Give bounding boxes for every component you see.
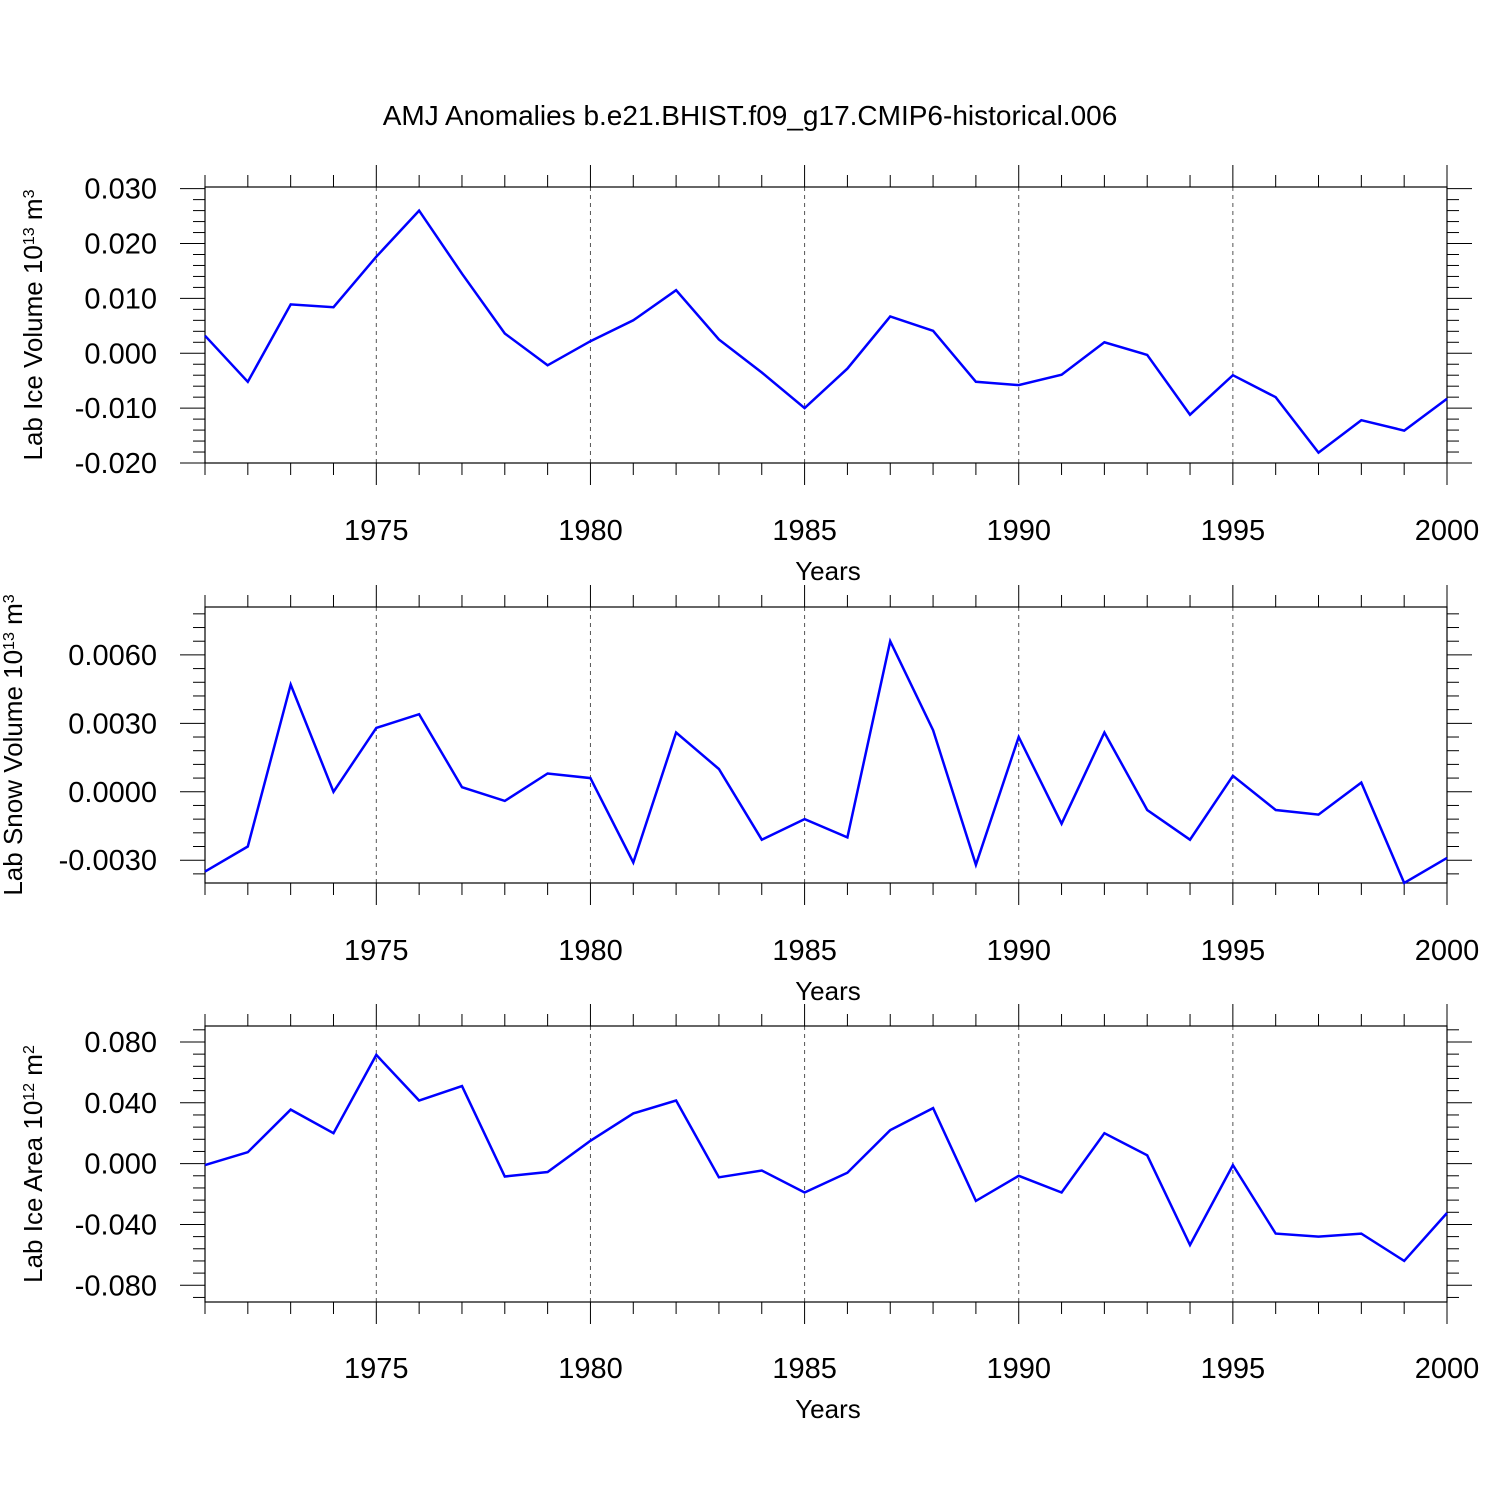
x-tick-label: 2000: [1415, 515, 1480, 547]
y-tick-label: 0.040: [84, 1088, 157, 1120]
series-line: [204, 208, 1448, 455]
x-tick-label: 1990: [986, 935, 1051, 967]
x-axis-label: Years: [795, 976, 861, 1006]
ice-volume-panel: -0.020 -0.010 0.000 0.010 0.020 0.030 1975 1980…: [18, 165, 1479, 586]
x-tick-label: 1985: [772, 935, 837, 967]
x-tick-label: 2000: [1415, 935, 1480, 967]
x-tick-label: 1990: [986, 515, 1051, 547]
y-tick-label: 0.080: [84, 1027, 157, 1059]
x-axis-label: Years: [795, 556, 861, 586]
y-tick-label: -0.080: [75, 1270, 157, 1302]
plot-frame: [204, 186, 1448, 464]
x-axis-label: Years: [795, 1394, 861, 1424]
y-tick-label: -0.010: [75, 393, 157, 425]
y-tick-label: -0.020: [75, 448, 157, 480]
x-tick-label: 1990: [986, 1353, 1051, 1385]
plot-frame: [204, 1025, 1448, 1303]
y-axis-label: Lab Snow Volume 1013 m3: [0, 594, 28, 895]
x-tick-label: 1995: [1201, 1353, 1266, 1385]
y-tick-label: 0.000: [84, 338, 157, 370]
snow-volume-panel: -0.0030 0.0000 0.0030 0.0060 1975 1980 1985 199…: [0, 585, 1479, 1006]
y-tick-label: 0.0000: [68, 777, 157, 809]
y-axis-label: Lab Ice Volume 1013 m3: [18, 189, 48, 460]
x-tick-label: 1980: [558, 935, 623, 967]
x-tick-label: 1975: [344, 935, 409, 967]
x-tick-label: 1975: [344, 515, 409, 547]
y-tick-label: 0.020: [84, 229, 157, 261]
y-tick-label: 0.000: [84, 1149, 157, 1181]
y-tick-label: 0.0030: [68, 708, 157, 740]
y-tick-label: 0.030: [84, 174, 157, 206]
x-tick-label: 1985: [772, 515, 837, 547]
x-tick-label: 1985: [772, 1353, 837, 1385]
y-tick-label: 0.010: [84, 283, 157, 315]
y-tick-label: -0.0030: [59, 845, 157, 877]
x-tick-label: 1995: [1201, 935, 1266, 967]
x-tick-label: 1995: [1201, 515, 1266, 547]
y-axis-label: Lab Ice Area 1012 m2: [18, 1045, 48, 1283]
x-tick-label: 1980: [558, 515, 623, 547]
series-line: [204, 637, 1448, 885]
y-tick-label: 0.0060: [68, 640, 157, 672]
x-tick-label: 1980: [558, 1353, 623, 1385]
plot-frame: [204, 606, 1448, 884]
ice-area-panel: -0.080 -0.040 0.000 0.040 0.080 1975 1980 1985 1…: [18, 1004, 1479, 1424]
x-tick-label: 1975: [344, 1353, 409, 1385]
series-line: [204, 1052, 1448, 1263]
y-tick-label: -0.040: [75, 1209, 157, 1241]
figure-title: AMJ Anomalies b.e21.BHIST.f09_g17.CMIP6-…: [383, 100, 1118, 131]
x-tick-label: 2000: [1415, 1353, 1480, 1385]
